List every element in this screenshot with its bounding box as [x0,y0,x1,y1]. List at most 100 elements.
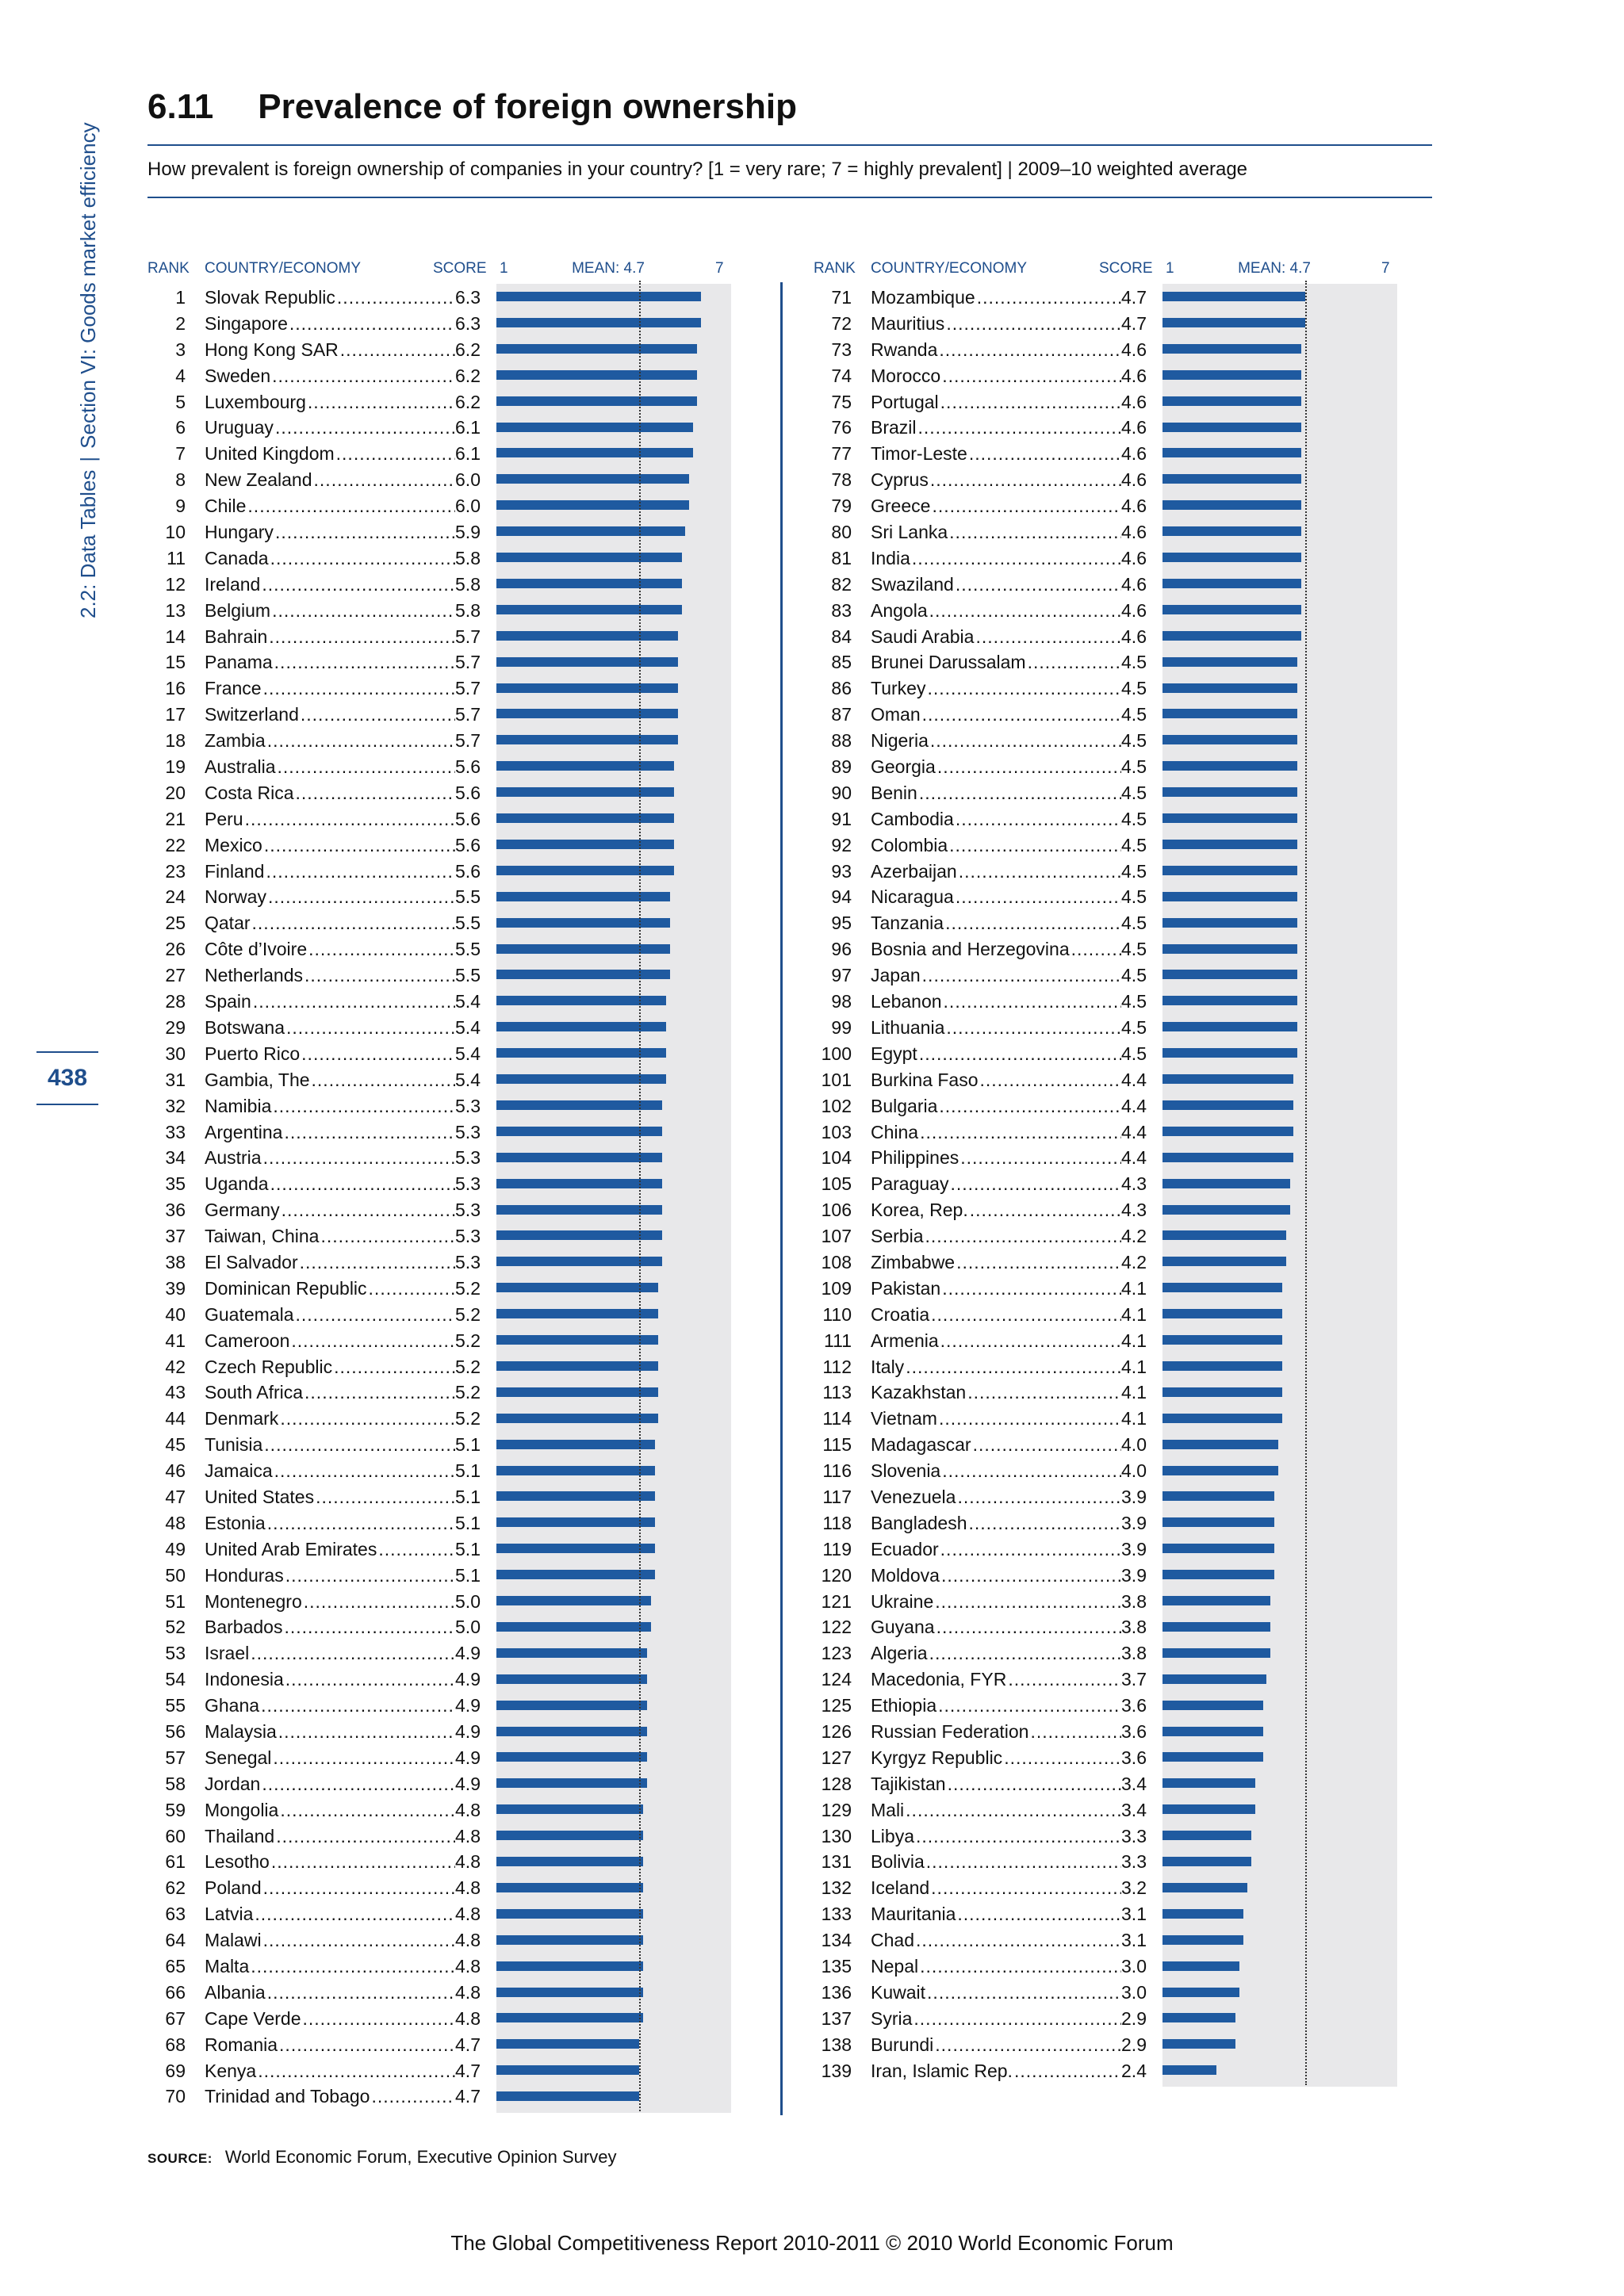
score-bar [1162,1544,1275,1554]
score-bar [1162,1961,1240,1971]
table-row: 92 Colombia..............................… [814,832,1400,858]
dot-leader: ........................................… [371,2086,455,2107]
country-cell: Guyana..................................… [871,1617,1147,1638]
table-row: 110 Croatia..............................… [814,1301,1400,1327]
country-cell: Bangladesh..............................… [871,1513,1147,1534]
country-name: New Zealand [205,469,312,491]
country-cell: Cameroon................................… [205,1330,481,1352]
country-cell: Brunei Darussalam.......................… [871,652,1147,673]
rank-cell: 136 [821,1981,852,2003]
dot-leader: ........................................… [285,1669,456,1690]
table-row: 137 Syria................................… [814,2005,1400,2031]
table-number: 6.11 [147,87,214,126]
dot-leader: ........................................… [284,1121,456,1142]
score-cell: 5.6 [455,808,481,829]
table-row: 37 Taiwan, China.........................… [147,1223,734,1249]
dot-leader: ........................................… [943,991,1121,1012]
score-cell: 4.4 [1121,1069,1147,1090]
dot-leader: ........................................… [304,1382,455,1403]
country-cell: Costa Rica..............................… [205,783,481,804]
dot-leader: ........................................… [295,1303,456,1325]
table-row: 23 Finland...............................… [147,858,734,884]
rank-cell: 99 [831,1016,852,1038]
country-cell: Austria.................................… [205,1147,481,1169]
table-row: 71 Mozambique............................… [814,284,1400,310]
country-cell: Venezuela...............................… [871,1487,1147,1508]
country-cell: Malawi..................................… [205,1930,481,1951]
table-row: 139 Iran, Islamic Rep....................… [814,2057,1400,2084]
dot-leader: ........................................… [285,1564,456,1586]
score-bar [1162,1413,1282,1423]
title-rule [147,144,1432,146]
table-row: 98 Lebanon...............................… [814,988,1400,1014]
country-name: Madagascar [871,1434,971,1456]
score-cell: 5.2 [455,1356,481,1377]
country-name: Kuwait [871,1981,926,2003]
rank-cell: 10 [165,522,186,543]
country-name: Peru [205,808,243,829]
table-row: 77 Timor-Leste...........................… [814,440,1400,466]
score-bar [496,1544,655,1554]
table-row: 128 Tajikistan...........................… [814,1770,1400,1797]
rows-left: 1 Slovak Republic........................… [147,281,734,2113]
country-cell: United States...........................… [205,1487,481,1508]
score-bar [496,735,678,745]
header-country: COUNTRY/ECONOMY [205,260,362,277]
dot-leader: ........................................… [975,626,1122,647]
country-cell: Timor-Leste.............................… [871,443,1147,465]
country-cell: Pakistan................................… [871,1278,1147,1299]
country-cell: Philippines.............................… [871,1147,1147,1169]
score-bar [496,396,698,406]
score-bar [1162,735,1298,745]
country-name: Spain [205,991,251,1012]
dot-leader: ........................................… [955,573,1121,595]
score-cell: 3.6 [1121,1720,1147,1742]
country-cell: Finland.................................… [205,861,481,882]
country-cell: Albania.................................… [205,1982,481,2003]
dot-leader: ........................................… [339,339,456,360]
rank-cell: 96 [831,939,852,960]
dot-leader: ........................................… [935,1590,1121,1612]
country-cell: Slovenia................................… [871,1460,1147,1482]
dot-leader: ........................................… [960,1147,1121,1169]
rank-cell: 125 [821,1695,852,1716]
sidebar-data-tables: 2.2: Data Tables [76,469,100,618]
country-name: Poland [205,1877,262,1899]
rank-cell: 34 [165,1147,186,1169]
score-cell: 5.9 [455,522,481,543]
country-name: Venezuela [871,1486,956,1507]
header-scale-min: 1 [500,260,508,277]
country-name: Namibia [205,1095,272,1116]
score-bar [496,1283,659,1293]
dot-leader: ........................................… [936,756,1121,778]
rank-cell: 26 [165,939,186,960]
table-row: 97 Japan.................................… [814,962,1400,988]
country-name: Greece [871,496,931,517]
dot-leader: ........................................… [939,1095,1121,1116]
country-name: Romania [205,2034,278,2055]
rank-cell: 77 [831,443,852,465]
table-row: 135 Nepal................................… [814,1953,1400,1979]
table-row: 88 Nigeria...............................… [814,727,1400,753]
table-row: 57 Senegal...............................… [147,1744,734,1770]
score-cell: 4.5 [1121,939,1147,960]
dot-leader: ........................................… [918,782,1122,803]
score-bar [496,1230,663,1241]
score-bar [496,970,670,980]
score-cell: 4.5 [1121,886,1147,908]
table-row: 53 Israel................................… [147,1640,734,1666]
dot-leader: ........................................… [969,1200,1121,1221]
table-row: 16 France................................… [147,675,734,701]
source-text: World Economic Forum, Executive Opinion … [224,2147,617,2167]
score-bar [1162,917,1298,928]
rank-cell: 111 [824,1330,852,1351]
rank-cell: 97 [831,965,852,986]
country-cell: Hungary.................................… [205,522,481,543]
score-cell: 4.4 [1121,1121,1147,1142]
rank-cell: 127 [821,1747,852,1768]
country-name: Zambia [205,730,266,752]
country-name: Macedonia, FYR [871,1669,1007,1690]
table-row: 99 Lithuania.............................… [814,1014,1400,1040]
table-row: 73 Rwanda................................… [814,336,1400,362]
score-bar [496,578,682,588]
